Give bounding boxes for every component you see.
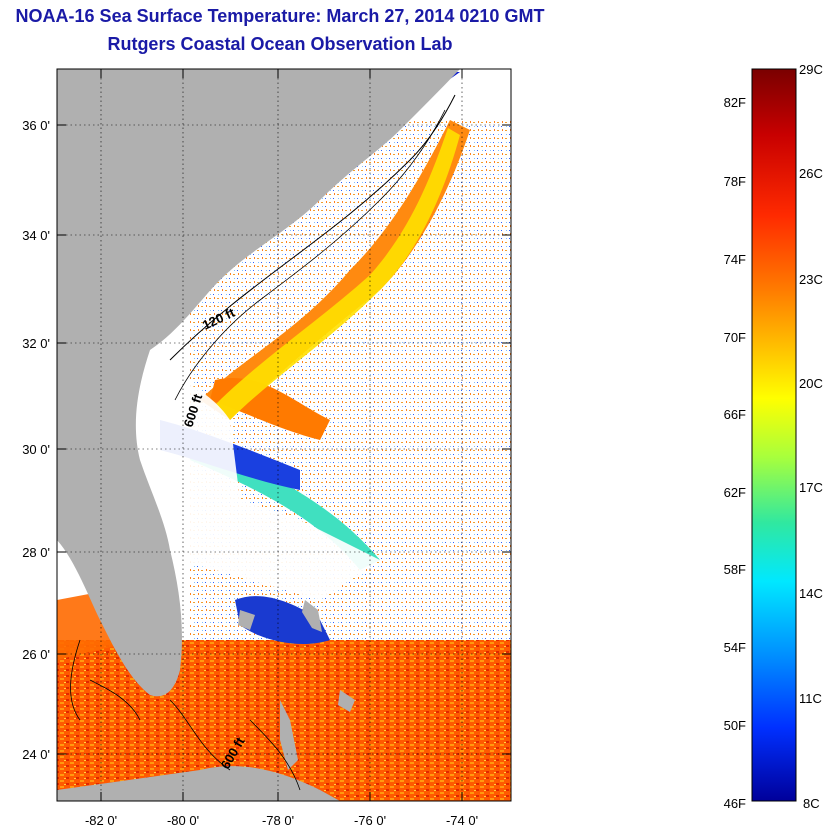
cb-label-14c: 14C (799, 586, 823, 601)
map-frame (56, 68, 512, 802)
colorbar-fahrenheit-labels: 82F 78F 74F 70F 66F 62F 58F 54F 50F 46F (724, 95, 746, 811)
cb-label-54f: 54F (724, 640, 746, 655)
lat-label-32: 32 0' (22, 336, 50, 351)
cb-label-70f: 70F (724, 330, 746, 345)
cb-label-46f: 46F (724, 796, 746, 811)
lat-label-26: 26 0' (22, 647, 50, 662)
map-panel: 120 ft 600 ft 600 ft (57, 69, 511, 801)
cb-label-17c: 17C (799, 480, 823, 495)
cuba-landmass (57, 766, 340, 801)
latitude-labels: 36 0' 34 0' 32 0' 30 0' 28 0' 26 0' 24 0… (22, 118, 50, 762)
lon-label-78: -78 0' (262, 813, 294, 828)
lat-label-24: 24 0' (22, 747, 50, 762)
cb-label-20c: 20C (799, 376, 823, 391)
colorbar-gradient (751, 68, 797, 802)
map-gridlines (57, 69, 511, 801)
cb-label-78f: 78F (724, 174, 746, 189)
cb-label-74f: 74F (724, 252, 746, 267)
lat-label-30: 30 0' (22, 442, 50, 457)
cb-label-11c: 11C (799, 691, 822, 706)
lat-label-28: 28 0' (22, 545, 50, 560)
lat-label-34: 34 0' (22, 228, 50, 243)
map-ticks (57, 69, 511, 801)
lon-label-82: -82 0' (85, 813, 117, 828)
cb-label-26c: 26C (799, 166, 823, 181)
cb-label-23c: 23C (799, 272, 823, 287)
lat-label-36: 36 0' (22, 118, 50, 133)
cb-label-82f: 82F (724, 95, 746, 110)
bahamas-island (302, 600, 322, 632)
us-landmass (57, 69, 460, 697)
longitude-labels: -82 0' -80 0' -78 0' -76 0' -74 0' (85, 813, 478, 828)
colorbar-celsius-labels: 29C 26C 23C 20C 17C 14C 11C 8C (799, 62, 823, 811)
map-title: NOAA-16 Sea Surface Temperature: March 2… (15, 6, 545, 26)
cb-label-66f: 66F (724, 407, 746, 422)
lon-label-74: -74 0' (446, 813, 478, 828)
cb-label-8c: 8C (803, 796, 820, 811)
cb-label-29c: 29C (799, 62, 823, 77)
cb-label-50f: 50F (724, 718, 746, 733)
cb-label-58f: 58F (724, 562, 746, 577)
lon-label-76: -76 0' (354, 813, 386, 828)
cb-label-62f: 62F (724, 485, 746, 500)
contour-600ft (174, 109, 446, 401)
lon-label-80: -80 0' (167, 813, 199, 828)
bahamas-island (280, 700, 298, 770)
temperature-colorbar: 82F 78F 74F 70F 66F 62F 58F 54F 50F 46F … (724, 62, 823, 811)
cloud-region (120, 360, 380, 600)
map-subtitle: Rutgers Coastal Ocean Observation Lab (107, 34, 453, 54)
